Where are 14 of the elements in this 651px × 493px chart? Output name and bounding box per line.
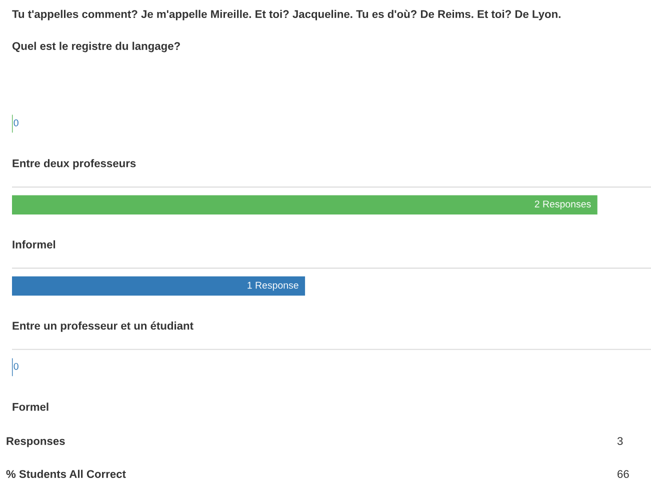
text: 3: [617, 437, 623, 445]
annotation: Responses: [6, 437, 65, 448]
text: % Students All Correct: [6, 470, 126, 478]
data-label: 2 Responses: [534, 200, 591, 210]
text: 66: [618, 470, 629, 478]
data-label: 1 Response: [248, 282, 298, 291]
y-tick-label: Formel: [12, 402, 48, 411]
chart-title: Tu t'appelles comment? Je m'appelle Mireille. Et toi? Jacqueline. Tu es d'où? De Reims. Et toi? De Lyon.: [12, 10, 560, 20]
chart-subtitle: Quel est le registre du langage?: [12, 42, 180, 52]
data-label: 0: [14, 119, 18, 126]
data-label: 0: [14, 362, 18, 370]
y-tick-label: Informel: [12, 240, 56, 248]
y-tick-label: Entre deux professeurs: [12, 159, 136, 170]
y-tick-label: Entre un professeur et un étudiant: [12, 321, 194, 332]
